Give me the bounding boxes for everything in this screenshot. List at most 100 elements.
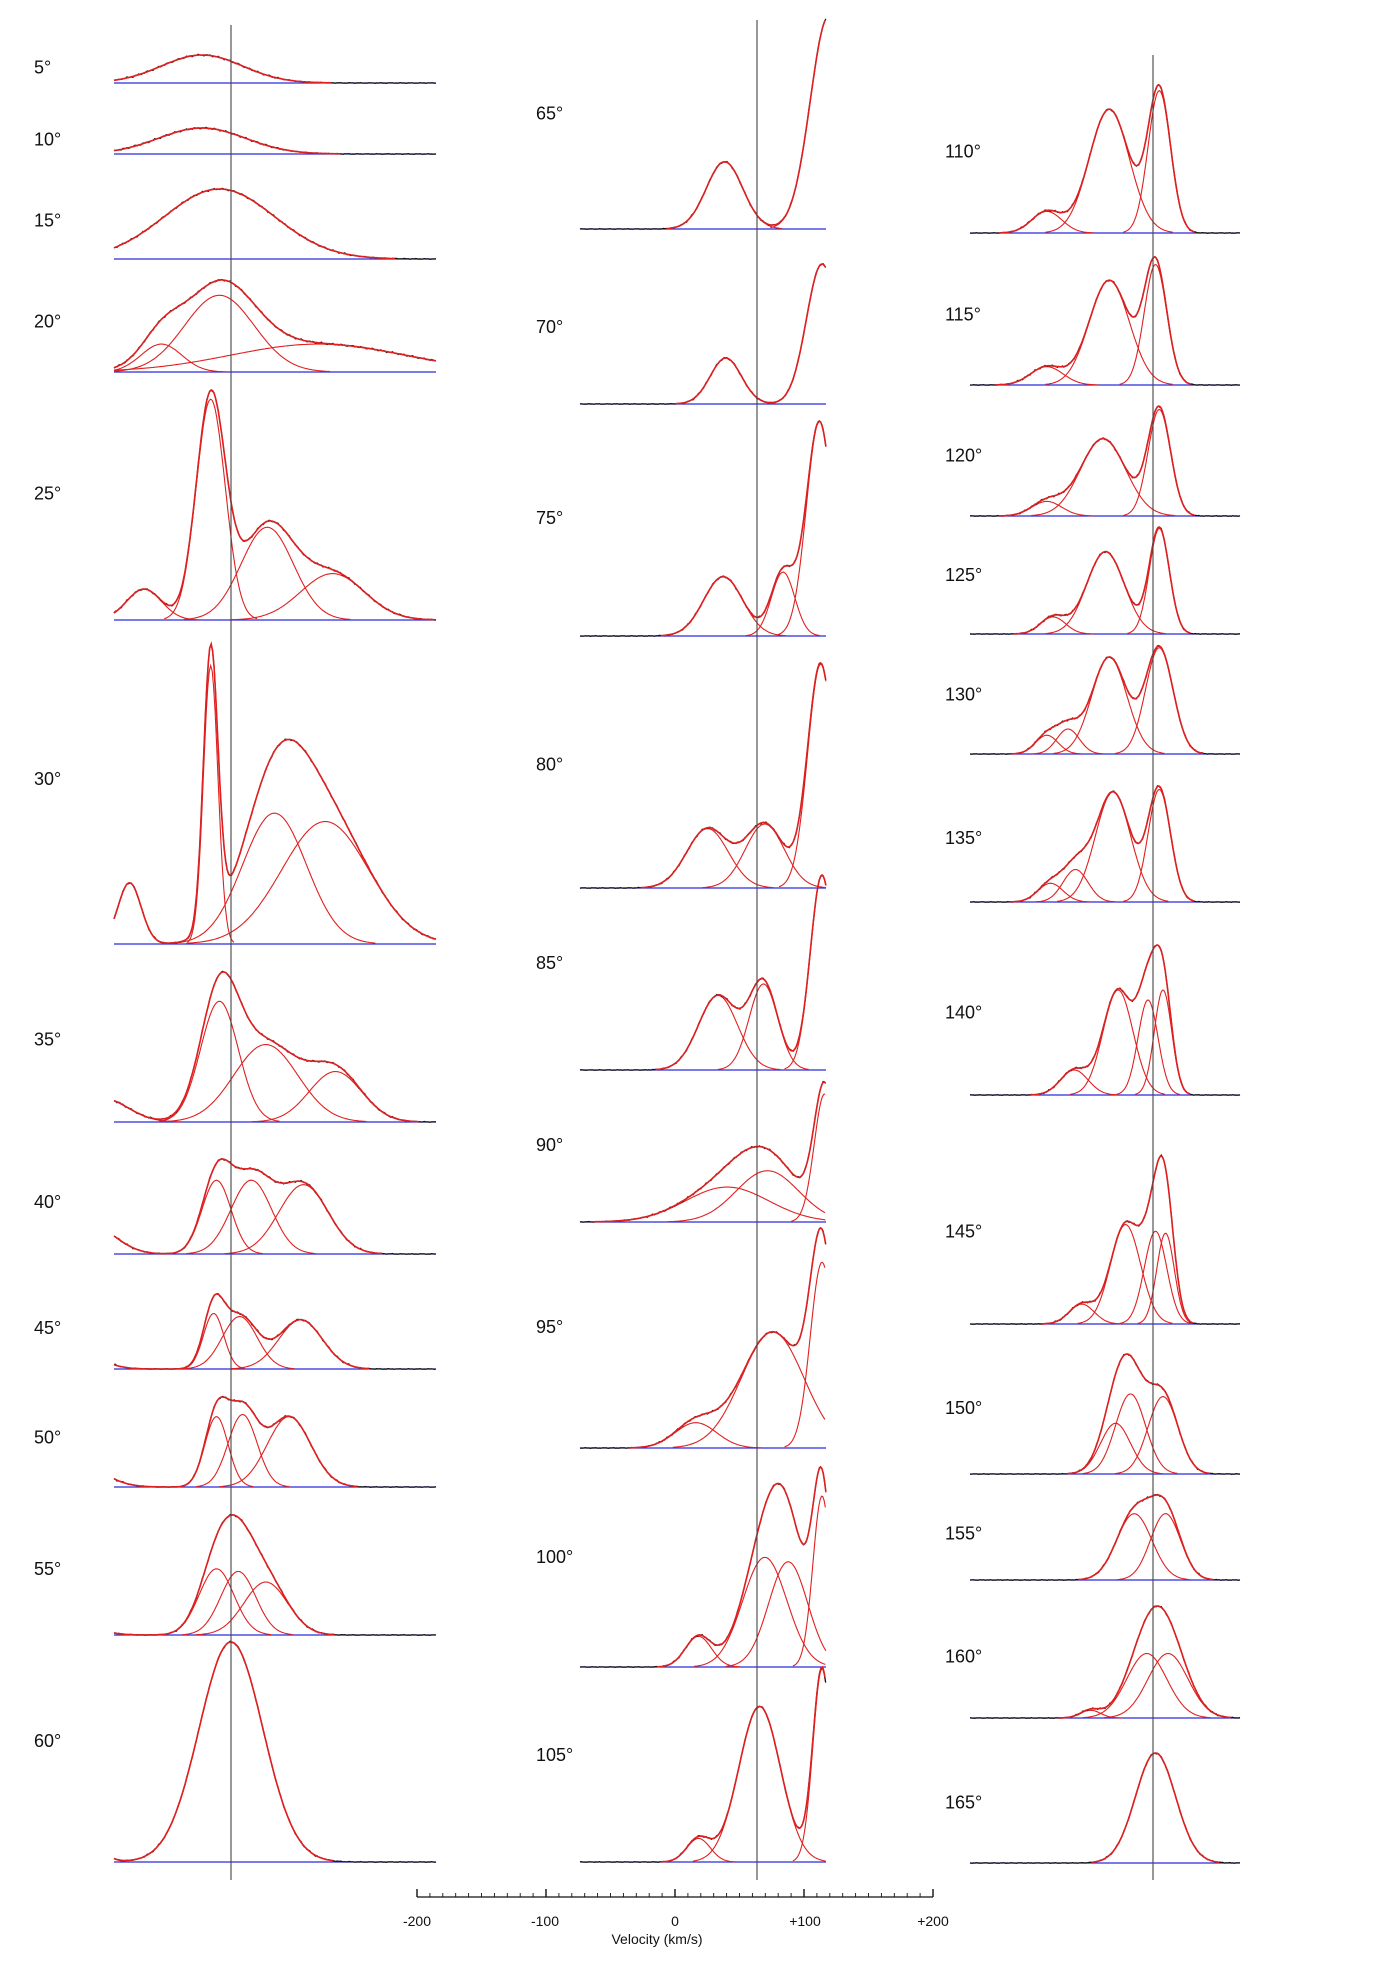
column-middle: 65° 70° 75° 80° 85° 90° 95° 100° 105° [536, 18, 827, 1880]
observed-profile-curve [969, 1752, 1241, 1865]
panel-angle-label: 125° [945, 565, 982, 585]
fitted-sum-curve [1058, 1605, 1232, 1719]
fitted-sum-curve [660, 419, 827, 637]
x-tick-label: +100 [789, 1913, 821, 1929]
panel-angle-label: 10° [34, 130, 61, 150]
gaussian-component-curve [1123, 408, 1195, 516]
observed-profile-curve [113, 970, 437, 1123]
fitted-sum-curve [113, 279, 437, 369]
fitted-sum-curve [113, 1158, 383, 1255]
gaussian-component-curve [160, 1568, 272, 1636]
gaussian-component-curve [1134, 989, 1191, 1095]
observed-profile-curve [113, 1158, 436, 1255]
observed-profile-curve [113, 53, 437, 85]
gaussian-component-curve [655, 994, 781, 1071]
panel-angle-label: 30° [34, 769, 61, 789]
profile-panel: 45° [34, 1293, 437, 1371]
gaussian-component-curve [1082, 1393, 1178, 1475]
gaussian-component-curve [113, 343, 437, 371]
profile-panel: 20° [34, 278, 437, 373]
panel-angle-label: 25° [34, 484, 61, 504]
observed-profile-curve [969, 255, 1241, 387]
observed-profile-curve [113, 389, 437, 621]
observed-profile-curve [113, 1514, 437, 1637]
panel-angle-label: 15° [34, 211, 61, 231]
fitted-sum-curve [1013, 526, 1191, 635]
profile-panel: 5° [34, 53, 437, 85]
fitted-sum-curve [661, 1665, 826, 1863]
observed-profile-curve [969, 405, 1241, 518]
panel-angle-label: 20° [34, 311, 61, 331]
x-tick-label: 0 [671, 1913, 679, 1929]
observed-profile-curve [969, 1154, 1241, 1326]
profile-panel: 95° [536, 1226, 827, 1450]
panel-angle-label: 165° [945, 1793, 982, 1813]
panel-angle-label: 150° [945, 1398, 982, 1418]
gaussian-component-curve [224, 1184, 382, 1255]
gaussian-component-curve [1077, 1224, 1173, 1324]
gaussian-component-curve [1117, 1513, 1213, 1581]
profile-panel: 30° [34, 641, 437, 945]
panel-angle-label: 35° [34, 1030, 61, 1050]
fitted-sum-curve [113, 188, 396, 260]
profile-panel: 125° [945, 526, 1241, 636]
panel-angle-label: 120° [945, 446, 982, 466]
profile-panel: 40° [34, 1158, 436, 1255]
fitted-sum-curve [656, 1465, 827, 1668]
gaussian-component-curve [179, 1416, 254, 1488]
gaussian-component-curve [594, 1186, 826, 1223]
column-right: 110° 115° 120° 125° 130° 135° 140° 145° 150° 155°… [945, 55, 1241, 1880]
gaussian-component-curve [170, 1179, 263, 1255]
gaussian-component-curve [1114, 1396, 1211, 1475]
observed-profile-curve [579, 661, 827, 890]
observed-profile-curve [969, 83, 1241, 235]
gaussian-component-curve [998, 500, 1094, 517]
gaussian-component-curve [1137, 1232, 1193, 1325]
profile-panel: 165° [945, 1752, 1241, 1865]
fitted-sum-curve [655, 873, 827, 1071]
panel-angle-label: 155° [945, 1523, 982, 1543]
gaussian-component-curve [113, 588, 200, 621]
gaussian-component-curve [1082, 1652, 1211, 1719]
panel-angle-label: 130° [945, 685, 982, 705]
profile-panel: 50° [34, 1395, 437, 1489]
fitted-sum-curve [998, 405, 1196, 517]
fitted-sum-curve [1091, 1752, 1220, 1864]
fitted-sum-curve [113, 1396, 358, 1488]
gaussian-component-curve [159, 1000, 280, 1122]
gaussian-component-curve [164, 398, 258, 620]
panel-angle-label: 55° [34, 1559, 61, 1579]
panel-angle-label: 60° [34, 1731, 61, 1751]
x-axis: -200 -100 0 +100 +200 Velocity (km/s) [403, 1889, 949, 1947]
gaussian-component-curve [725, 1561, 827, 1667]
panel-angle-label: 50° [34, 1428, 61, 1448]
profile-panel: 155° [945, 1493, 1241, 1582]
observed-profile-curve [113, 187, 437, 261]
gaussian-component-curve [230, 573, 434, 621]
gaussian-component-curve [1115, 999, 1180, 1095]
panel-angle-label: 80° [536, 754, 563, 774]
profile-panel: 120° [945, 405, 1241, 518]
gaussian-component-curve [181, 1312, 245, 1370]
fitted-sum-curve [629, 1226, 827, 1449]
fitted-sum-curve [994, 255, 1192, 386]
gaussian-component-curve [1045, 108, 1173, 233]
profile-panel: 70° [536, 262, 827, 406]
column-left: 5° 10° 15° 20° 25° 30° 35° 40° 45° 50° 55° 60° [34, 25, 437, 1880]
profile-panel: 130° [945, 644, 1241, 756]
profile-panel: 55° [34, 1514, 437, 1637]
profile-panel: 15° [34, 187, 437, 261]
fitted-sum-curve [113, 127, 341, 155]
observed-profile-curve [113, 278, 436, 369]
gaussian-component-curve [675, 357, 775, 405]
profile-panel: 35° [34, 970, 437, 1123]
gaussian-component-curve [1127, 527, 1192, 634]
gaussian-component-curve [661, 1837, 736, 1863]
fitted-sum-curve [1067, 1353, 1211, 1475]
fitted-sum-curve [1041, 1155, 1194, 1325]
gaussian-component-curve [771, 263, 826, 404]
panel-angle-label: 40° [34, 1192, 61, 1212]
x-axis-minor-ticks [416, 1889, 934, 1897]
gaussian-component-curve [1013, 616, 1093, 635]
